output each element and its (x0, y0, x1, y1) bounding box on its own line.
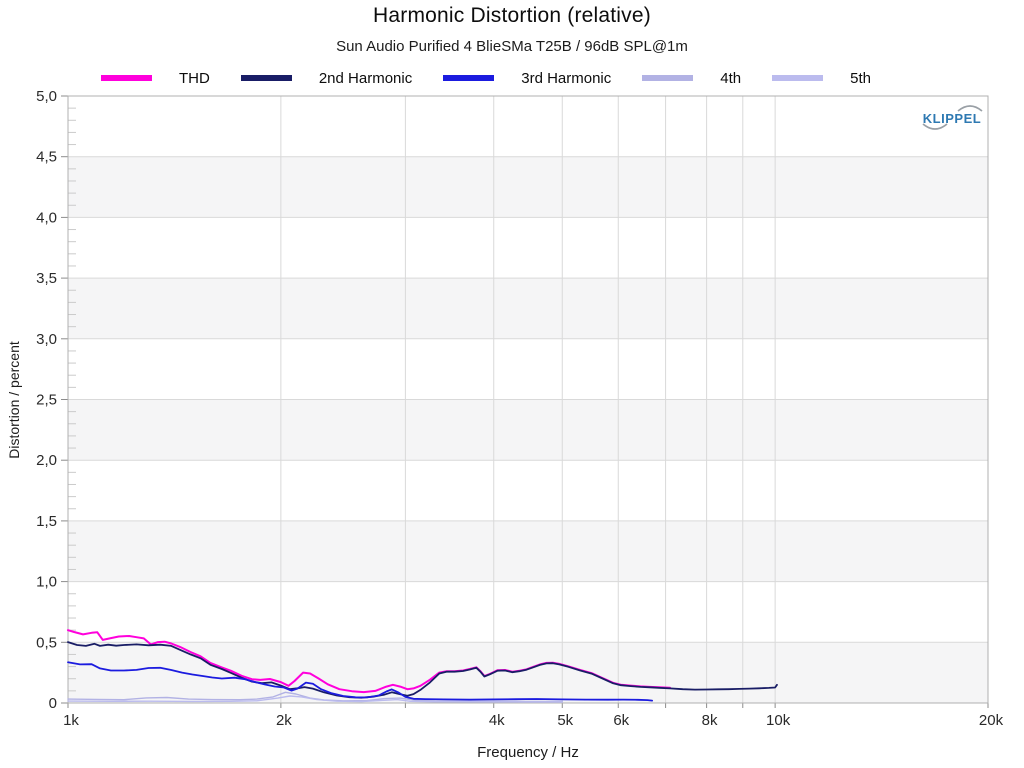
y-tick-label: 0,5 (36, 634, 57, 651)
x-tick-label: 1k (63, 712, 79, 729)
y-tick-label: 3,5 (36, 270, 57, 287)
plot-band (68, 399, 988, 461)
legend-swatch (101, 75, 153, 81)
y-tick-label: 2,5 (36, 392, 57, 409)
plot-band (68, 581, 988, 643)
logo-text: KLIPPEL (923, 111, 981, 126)
klippel-logo: KLIPPEL (918, 103, 988, 133)
plot-band (68, 520, 988, 582)
y-tick-label: 1,5 (36, 513, 57, 530)
legend-label: 3rd Harmonic (521, 69, 612, 87)
x-tick-label: 10k (766, 712, 791, 729)
plot-band (68, 642, 988, 703)
legend-label: 5th (850, 69, 871, 87)
x-tick-label: 4k (489, 712, 505, 729)
plot-border (67, 95, 989, 704)
legend-item-3rd-harmonic: 3rd Harmonic (443, 70, 611, 87)
legend-label: 2nd Harmonic (318, 69, 413, 87)
legend-swatch (443, 75, 495, 81)
logo-arc-top (957, 105, 983, 112)
chart-title: Harmonic Distortion (relative) (373, 4, 651, 27)
y-tick-label: 2,0 (36, 452, 57, 469)
legend-item-4th: 4th (642, 70, 741, 87)
legend-swatch (240, 75, 292, 81)
y-tick-label: 1,0 (36, 574, 57, 591)
x-tick-label: 20k (979, 712, 1004, 729)
legend-swatch (772, 75, 824, 81)
legend-item-2nd-harmonic: 2nd Harmonic (240, 69, 413, 87)
series-5th (67, 695, 563, 703)
legend-label: THD (179, 69, 210, 87)
legend-item-5th: 5th (772, 70, 871, 87)
legend-label: 4th (720, 69, 742, 87)
x-tick-label: 2k (276, 712, 292, 729)
plot-band (68, 156, 988, 218)
plot-band (68, 96, 988, 157)
plot-band (68, 278, 988, 339)
logo-arc-bottom (922, 123, 948, 130)
legend-swatch (642, 75, 694, 81)
y-tick-label: 5,0 (36, 88, 57, 105)
y-tick-label: 4,0 (36, 209, 57, 226)
plot-band (68, 460, 988, 521)
y-tick-label: 3,0 (36, 331, 57, 348)
x-tick-label: 5k (557, 712, 573, 729)
x-axis-title: Frequency / Hz (477, 744, 579, 761)
plot-band (68, 338, 988, 400)
legend: THD 2nd Harmonic 3rd Harmonic 4th 5th (36, 68, 936, 88)
y-tick-label: 0 (49, 695, 57, 712)
series-3rd-harmonic (67, 661, 653, 702)
plot-band (68, 217, 988, 279)
legend-item-thd: THD (101, 70, 210, 87)
y-tick-label: 4,5 (36, 149, 57, 166)
x-tick-label: 8k (702, 712, 718, 729)
x-tick-label: 6k (613, 712, 629, 729)
chart-subtitle: Sun Audio Purified 4 BlieSMa T25B / 96dB… (336, 38, 688, 55)
series-2nd-harmonic (67, 641, 778, 699)
